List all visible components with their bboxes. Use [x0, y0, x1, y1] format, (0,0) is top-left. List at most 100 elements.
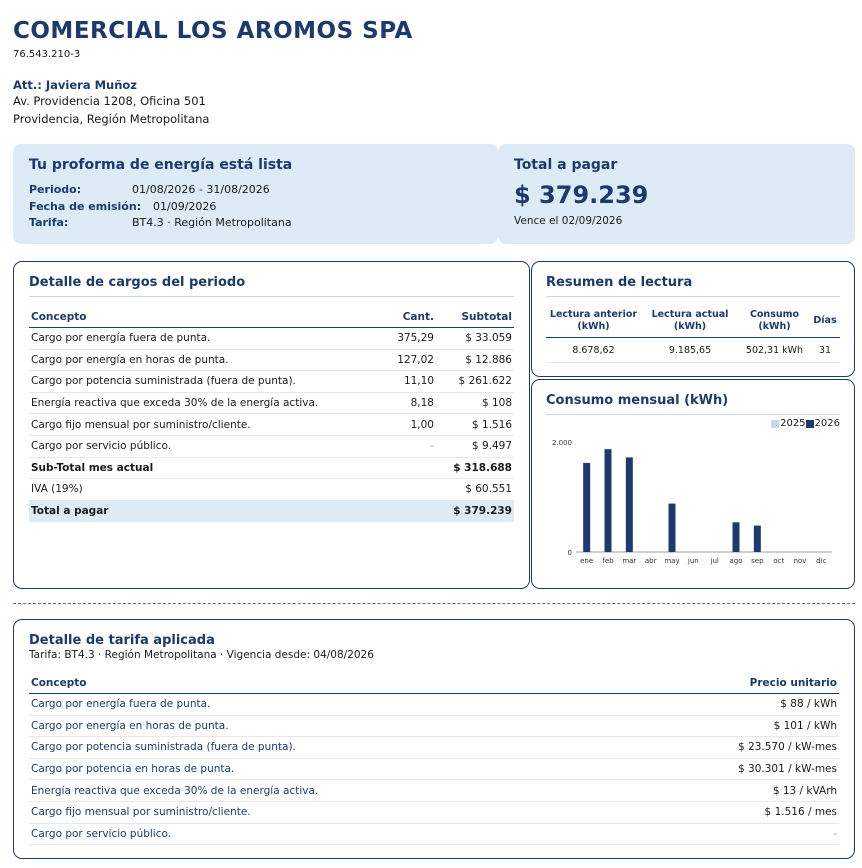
table-row: Cargo por energía en horas de punta. 127…	[29, 349, 514, 372]
row-qty: -	[366, 435, 436, 458]
emision-value: 01/09/2026	[153, 199, 217, 213]
col-subtotal: Subtotal	[436, 307, 514, 328]
subtotal-value: $ 318.688	[436, 457, 514, 480]
row-qty: 375,29	[366, 327, 436, 350]
subtotal-row: Sub-Total mes actual $ 318.688	[29, 457, 514, 480]
row-subtotal: $ 1.516	[436, 413, 514, 436]
tariff-subtitle: Tarifa: BT4.3 · Región Metropolitana · V…	[29, 649, 374, 661]
company-name: COMERCIAL LOS AROMOS SPA	[13, 18, 413, 44]
col-consumo: Consumo (kWh)	[739, 305, 810, 338]
reading-summary-title: Resumen de lectura	[546, 275, 840, 297]
iva-row: IVA (19%) $ 60.551	[29, 478, 514, 501]
row-subtotal: $ 9.497	[436, 435, 514, 458]
total-panel: Total a pagar $ 379.239 Vence el 02/09/2…	[498, 144, 855, 244]
row-concept: Cargo por energía en horas de punta.	[29, 349, 366, 372]
tariff-price: $ 13 / kVArh	[627, 779, 839, 802]
table-row: Cargo por energía fuera de punta. 375,29…	[29, 327, 514, 350]
row-concept: Cargo por energía fuera de punta.	[29, 327, 366, 350]
x-tick-label-ene: ene	[580, 557, 593, 565]
table-row: 8.678,62 9.185,65 502,31 kWh 31	[546, 337, 840, 363]
legend-swatch-2026	[805, 419, 814, 428]
table-row: Cargo por servicio público. -	[29, 823, 839, 846]
reading-table: Lectura anterior (kWh) Lectura actual (k…	[546, 305, 840, 363]
tarifa-label: Tarifa:	[29, 216, 69, 229]
tariff-detail-card: Detalle de tarifa aplicada Tarifa: BT4.3…	[13, 619, 855, 859]
row-concept: Cargo fijo mensual por suministro/client…	[29, 413, 366, 436]
row-subtotal: $ 261.622	[436, 370, 514, 393]
tariff-price: $ 101 / kWh	[627, 715, 839, 738]
table-row: Energía reactiva que exceda 30% de la en…	[29, 779, 839, 802]
bar-2026-feb	[604, 449, 612, 552]
y-tick-label: 0	[568, 549, 572, 557]
monthly-consumption-chart: 0 2.000 ene feb mar abr may jun jul ago sep oct nov d…	[552, 439, 832, 565]
bar-2026-sep	[753, 525, 761, 552]
tariff-detail-title: Detalle de tarifa aplicada	[29, 633, 215, 648]
tariff-concept: Cargo por energía en horas de punta.	[29, 715, 628, 738]
x-tick-label-nov: nov	[794, 557, 807, 565]
periodo-row: Periodo: 01/08/2026 - 31/08/2026	[29, 182, 482, 199]
row-concept: Energía reactiva que exceda 30% de la en…	[29, 392, 366, 415]
tariff-concept: Cargo por servicio público.	[29, 823, 628, 846]
table-row: Cargo por potencia en horas de punta. $ …	[29, 758, 839, 781]
col-precio-unitario: Precio unitario	[627, 673, 839, 694]
emision-row: Fecha de emisión: 01/09/2026	[29, 199, 482, 216]
x-tick-label-dic: dic	[816, 557, 826, 565]
chart-legend: 2025 2026	[771, 418, 840, 429]
bar-2026-may	[668, 503, 676, 552]
col-lectura-actual: Lectura actual (kWh)	[641, 305, 739, 338]
iva-value: $ 60.551	[436, 478, 514, 501]
customer-header: COMERCIAL LOS AROMOS SPA 76.543.210-3 At…	[13, 18, 413, 128]
attention-name: Att.: Javiera Muñoz	[13, 78, 137, 92]
row-concept: Cargo por potencia suministrada (fuera d…	[29, 370, 366, 393]
col-lectura-anterior: Lectura anterior (kWh)	[546, 305, 641, 338]
row-concept: Cargo por servicio público.	[29, 435, 366, 458]
periodo-value: 01/08/2026 - 31/08/2026	[132, 183, 270, 196]
tariff-price: $ 23.570 / kW-mes	[627, 736, 839, 759]
legend-label-2025: 2025	[780, 418, 806, 429]
x-tick-label-ago: ago	[729, 557, 742, 565]
total-amount: $ 379.239	[514, 181, 649, 209]
total-row-label: Total a pagar	[29, 500, 366, 522]
tariff-concept: Energía reactiva que exceda 30% de la en…	[29, 779, 628, 802]
x-tick-label-sep: sep	[751, 557, 764, 565]
reading-summary-card: Resumen de lectura Lectura anterior (kWh…	[531, 261, 855, 377]
x-tick-label-jun: jun	[687, 557, 699, 565]
total-row-value: $ 379.239	[436, 500, 514, 522]
tariff-price: -	[627, 823, 839, 846]
x-tick-label-mar: mar	[622, 557, 636, 565]
col-concepto: Concepto	[29, 673, 628, 694]
iva-label: IVA (19%)	[29, 478, 366, 501]
x-tick-label-abr: abr	[645, 557, 657, 565]
legend-label-2026: 2026	[814, 418, 840, 429]
tariff-concept: Cargo por potencia suministrada (fuera d…	[29, 736, 628, 759]
table-row: Cargo por servicio público. - $ 9.497	[29, 435, 514, 458]
tariff-concept: Cargo por energía fuera de punta.	[29, 693, 628, 716]
x-tick-label-may: may	[664, 557, 679, 565]
x-tick-label-jul: jul	[710, 557, 719, 565]
monthly-consumption-title: Consumo mensual (kWh)	[546, 393, 840, 415]
tariff-price: $ 30.301 / kW-mes	[627, 758, 839, 781]
legend-swatch-2025	[771, 419, 780, 428]
bar-2026-ene	[583, 462, 591, 552]
due-date: Vence el 02/09/2026	[514, 215, 623, 227]
dias-value: 31	[810, 337, 840, 363]
lectura-actual-value: 9.185,65	[641, 337, 739, 363]
address-line-1: Av. Providencia 1208, Oficina 501	[13, 94, 206, 108]
lectura-anterior-value: 8.678,62	[546, 337, 641, 363]
tariff-table: Concepto Precio unitario Cargo por energ…	[29, 673, 839, 846]
x-tick-label-oct: oct	[773, 557, 784, 565]
x-tick-label-feb: feb	[602, 557, 614, 565]
row-subtotal: $ 33.059	[436, 327, 514, 350]
charges-detail-card: Detalle de cargos del periodo Concepto C…	[13, 261, 530, 589]
table-row: Cargo por potencia suministrada (fuera d…	[29, 736, 839, 759]
tariff-price: $ 88 / kWh	[627, 693, 839, 716]
address-line-2: Providencia, Región Metropolitana	[13, 112, 210, 126]
charges-detail-title: Detalle de cargos del periodo	[29, 275, 514, 297]
row-qty: 1,00	[366, 413, 436, 436]
table-row: Cargo por energía en horas de punta. $ 1…	[29, 715, 839, 738]
tariff-concept: Cargo por potencia en horas de punta.	[29, 758, 628, 781]
bar-2026-mar	[625, 457, 633, 552]
tariff-price: $ 1.516 / mes	[627, 801, 839, 824]
row-subtotal: $ 108	[436, 392, 514, 415]
row-subtotal: $ 12.886	[436, 349, 514, 372]
